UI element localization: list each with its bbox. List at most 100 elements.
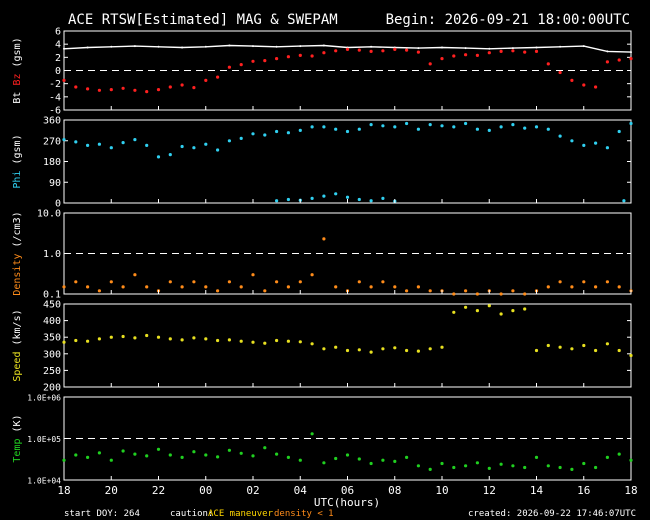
data-point xyxy=(546,62,550,66)
x-tick-label: 20 xyxy=(105,484,118,497)
data-point xyxy=(86,46,89,49)
data-point xyxy=(156,155,161,159)
data-point xyxy=(121,86,125,90)
data-point xyxy=(168,153,172,157)
data-point xyxy=(227,280,231,284)
data-point xyxy=(416,349,420,353)
data-point xyxy=(546,343,550,348)
data-point xyxy=(464,289,468,293)
data-point xyxy=(145,454,149,458)
y-axis-label: Temp (K) xyxy=(12,414,23,462)
data-point xyxy=(511,309,515,313)
data-point xyxy=(345,195,350,199)
y-label-part: Bt xyxy=(12,92,23,104)
data-point xyxy=(605,60,610,64)
data-point xyxy=(428,467,432,471)
x-tick-label: 04 xyxy=(294,484,308,497)
data-point xyxy=(369,123,373,127)
y-tick-label: -2 xyxy=(49,79,61,90)
data-point xyxy=(180,338,184,342)
data-point xyxy=(381,124,385,128)
data-point xyxy=(559,45,562,48)
data-point xyxy=(121,141,125,145)
data-point xyxy=(310,273,314,277)
data-point xyxy=(629,57,633,61)
data-point xyxy=(558,345,562,349)
y-tick-label: 1.0E+05 xyxy=(27,435,61,444)
data-point xyxy=(86,143,90,147)
data-point xyxy=(97,337,101,341)
data-point xyxy=(605,146,610,150)
data-point xyxy=(74,140,78,144)
data-point xyxy=(227,338,231,342)
data-point xyxy=(475,309,479,313)
data-point xyxy=(558,280,562,284)
data-point xyxy=(416,127,420,131)
caution-maneuver: ACE maneuver xyxy=(208,509,274,519)
data-point xyxy=(405,289,409,293)
data-point xyxy=(310,54,314,58)
data-point xyxy=(357,127,361,131)
data-point xyxy=(440,124,444,128)
data-point xyxy=(192,280,196,284)
data-point xyxy=(310,432,314,436)
data-point xyxy=(370,45,373,48)
data-point xyxy=(204,337,208,341)
data-point xyxy=(558,70,562,75)
data-point xyxy=(133,138,137,142)
data-point xyxy=(369,461,373,466)
data-point xyxy=(381,347,385,351)
y-label-part: Temp xyxy=(12,439,23,463)
data-point xyxy=(286,55,290,59)
panel-speed: 200 250 300 350 400 450 Speed (km/s) xyxy=(12,300,633,394)
data-point xyxy=(630,51,632,54)
data-point xyxy=(239,339,243,343)
data-point xyxy=(86,87,90,91)
x-axis-label: UTC(hours) xyxy=(314,496,380,509)
data-point xyxy=(405,48,409,52)
data-point xyxy=(594,348,598,353)
data-point xyxy=(452,465,456,470)
data-point xyxy=(168,337,172,341)
data-point xyxy=(156,335,161,339)
data-point xyxy=(617,452,621,456)
data-point xyxy=(487,51,491,55)
begin-time: Begin: 2026-09-21 18:00:00UTC xyxy=(386,12,630,28)
data-point xyxy=(251,340,255,344)
data-point xyxy=(192,336,196,340)
data-point xyxy=(251,132,255,136)
data-point xyxy=(594,465,598,470)
x-tick-label: 06 xyxy=(341,484,354,497)
data-point xyxy=(86,455,90,459)
data-point xyxy=(263,289,267,293)
y-tick-label: 1.0E+04 xyxy=(27,477,61,486)
panel-frame xyxy=(63,303,632,388)
data-point xyxy=(535,46,538,49)
data-point xyxy=(74,338,78,343)
y-tick-label: 6 xyxy=(55,27,61,38)
data-point xyxy=(452,310,456,314)
data-point xyxy=(275,199,279,203)
data-point xyxy=(393,459,397,463)
data-point xyxy=(322,237,326,241)
data-point xyxy=(156,88,161,92)
panel-density: 0.1 1.0 10.0 Density (/cm3) xyxy=(12,209,633,301)
data-point xyxy=(322,461,326,465)
data-point xyxy=(417,47,420,50)
data-point xyxy=(310,196,314,200)
data-point xyxy=(487,466,491,470)
data-point xyxy=(275,452,279,456)
data-point xyxy=(204,45,207,48)
data-point xyxy=(582,461,586,466)
data-point xyxy=(582,83,586,87)
data-point xyxy=(629,353,633,358)
x-tick-label: 10 xyxy=(435,484,448,497)
series-phi-low xyxy=(275,192,626,203)
data-point xyxy=(133,336,137,340)
data-point xyxy=(62,285,66,289)
data-point xyxy=(511,123,515,127)
data-point xyxy=(263,59,267,63)
data-point xyxy=(239,285,243,289)
data-point xyxy=(168,280,172,284)
data-point xyxy=(464,121,468,126)
